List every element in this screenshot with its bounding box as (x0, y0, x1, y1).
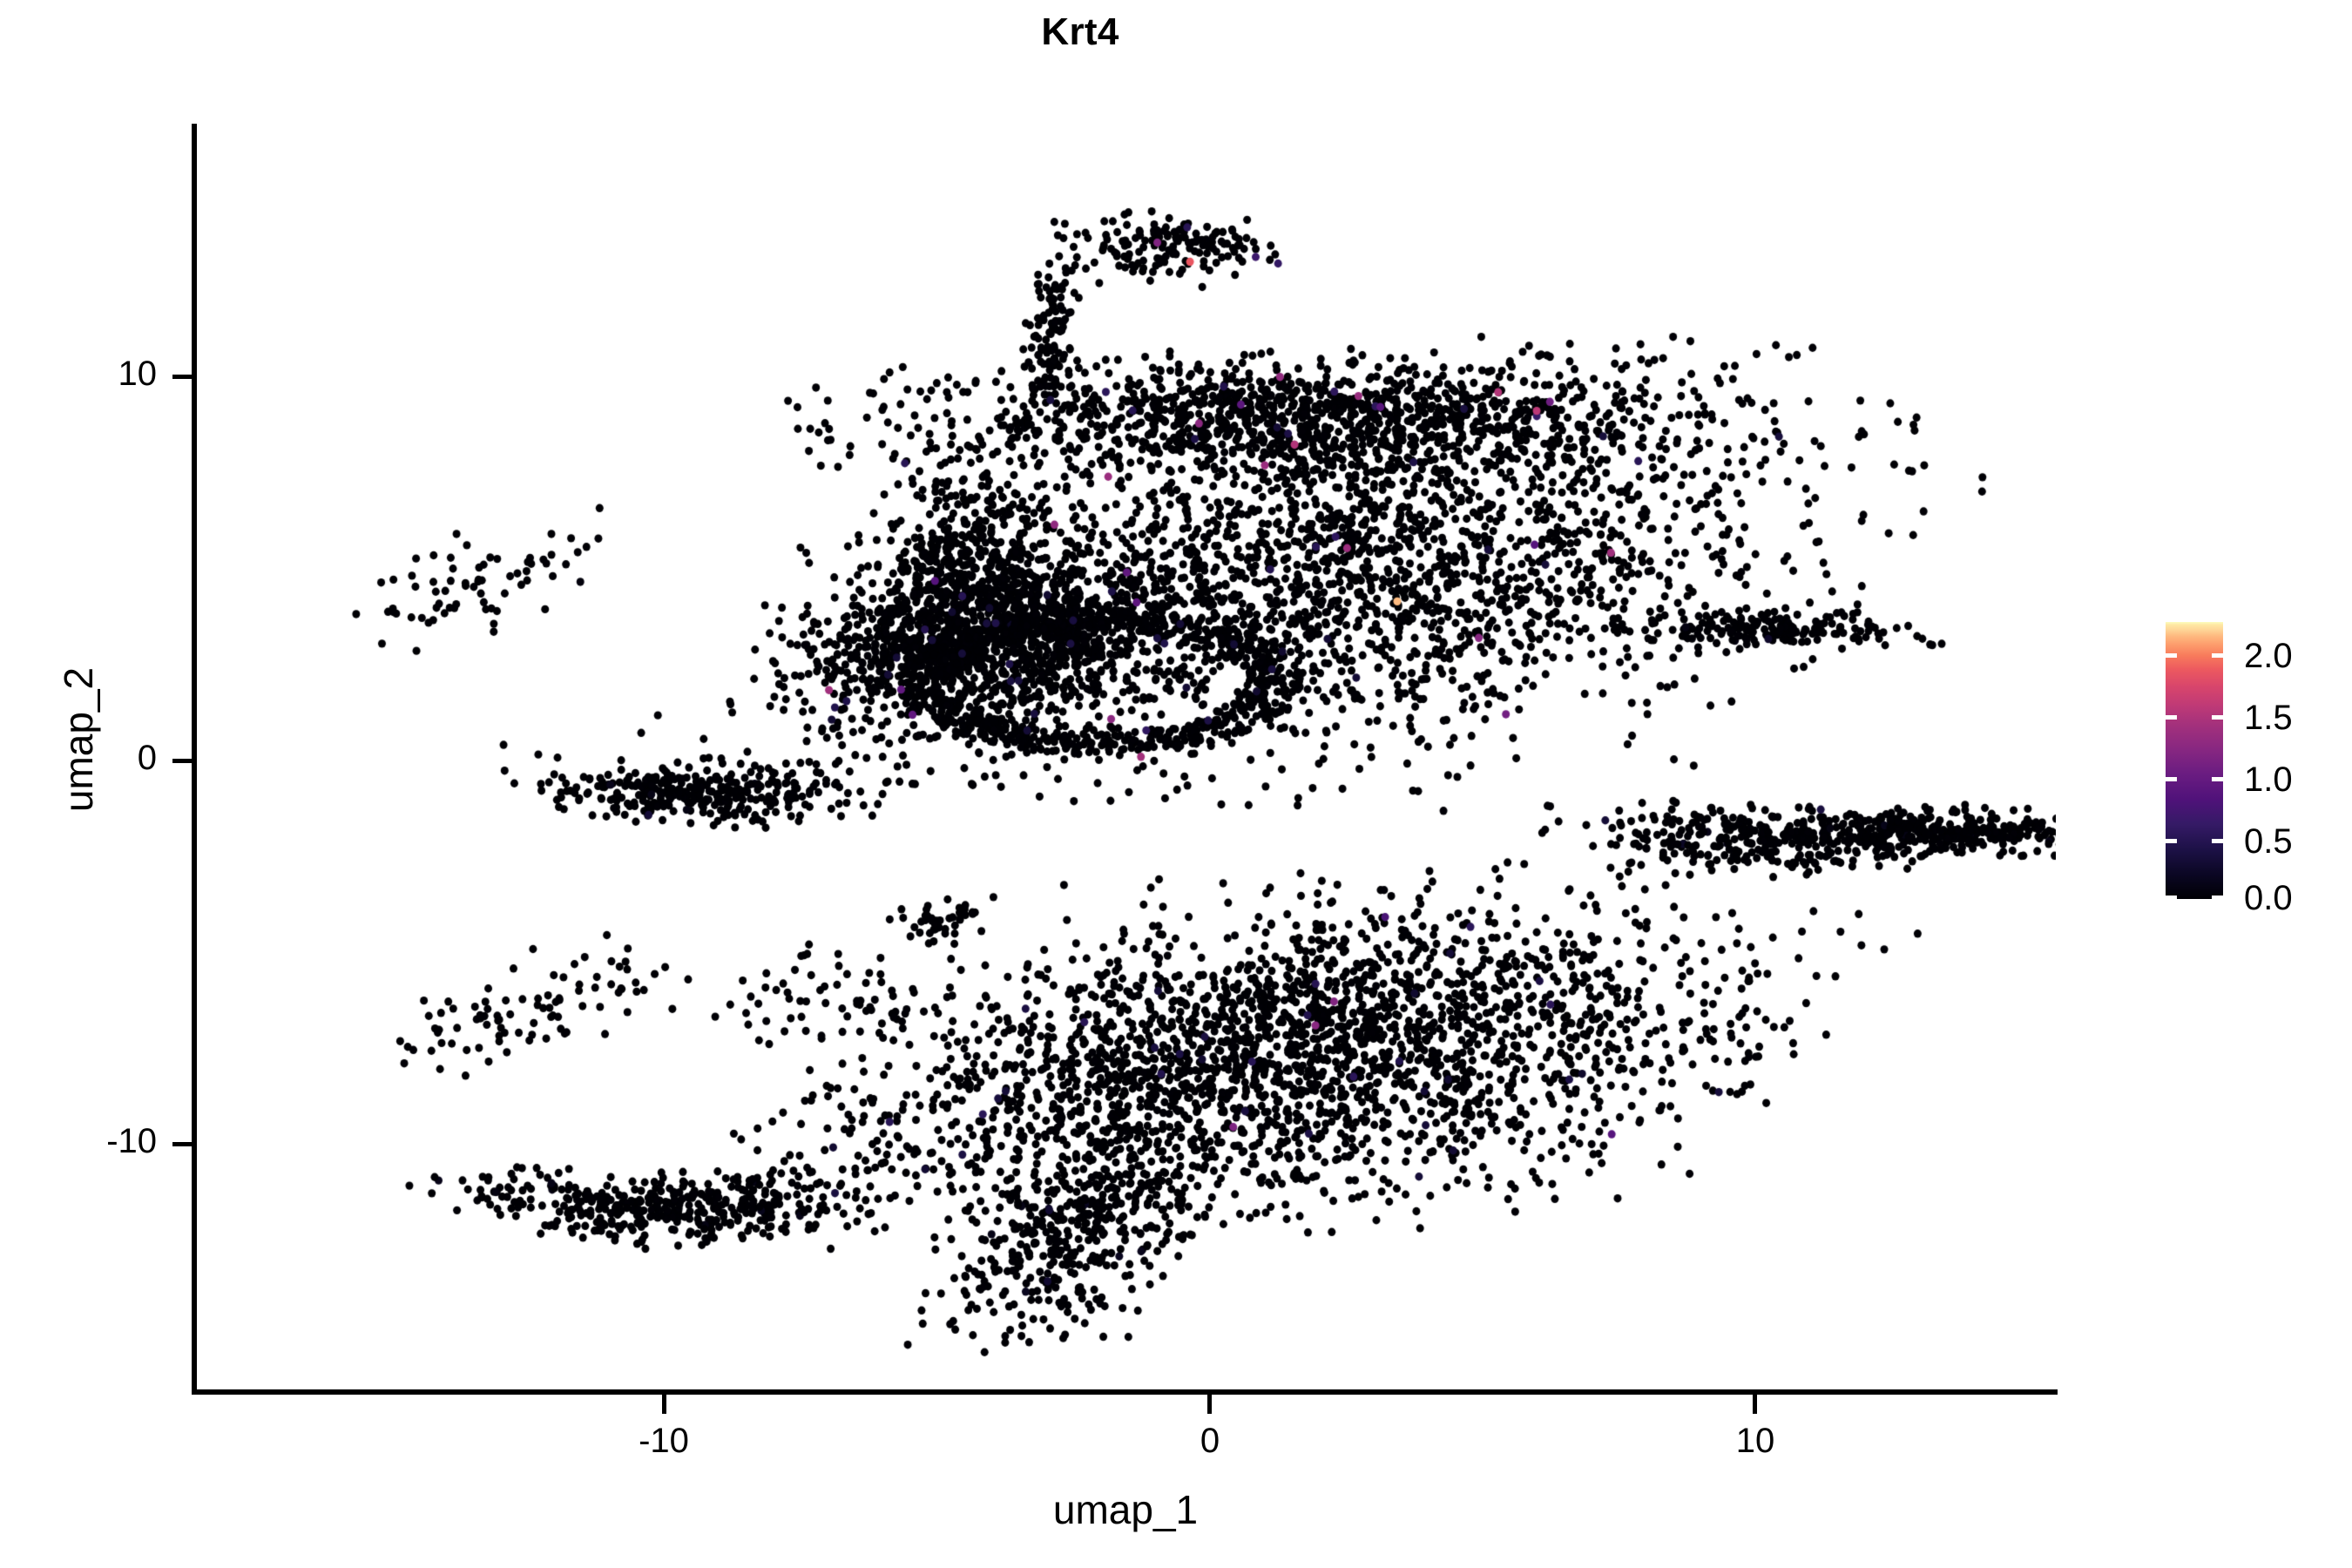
y-tick-label-0: 0 (137, 739, 157, 777)
legend-tick-1-5 (2166, 715, 2223, 720)
plot-panel (195, 124, 2056, 1392)
x-tick-label-neg10: -10 (639, 1422, 689, 1460)
y-tick-label-neg10: -10 (106, 1122, 157, 1160)
y-tick-label-10: 10 (118, 355, 158, 393)
y-tick-mark-neg10 (172, 1142, 192, 1146)
y-tick-mark-10 (172, 375, 192, 379)
x-axis-title: umap_1 (1052, 1487, 1199, 1532)
legend-tick-0-0 (2166, 896, 2223, 900)
x-axis-line (192, 1389, 2058, 1395)
x-tick-label-10: 10 (1735, 1422, 1775, 1460)
x-tick-label-0: 0 (1200, 1422, 1220, 1460)
scatter-points-layer (195, 124, 2056, 1392)
color-legend: 2.0 1.5 1.0 0.5 0.0 (2166, 622, 2340, 916)
legend-tick-2-0 (2166, 653, 2223, 658)
x-tick-mark-neg10 (662, 1395, 666, 1414)
legend-label-2-0: 2.0 (2244, 637, 2293, 675)
y-axis-title: umap_2 (56, 666, 101, 813)
legend-label-1-0: 1.0 (2244, 760, 2293, 799)
legend-label-1-5: 1.5 (2244, 699, 2293, 737)
x-tick-mark-10 (1753, 1395, 1757, 1414)
y-axis-line (192, 124, 197, 1395)
x-tick-mark-0 (1207, 1395, 1212, 1414)
legend-label-0-0: 0.0 (2244, 879, 2293, 917)
legend-tick-0-5 (2166, 839, 2223, 843)
page-title: Krt4 (1041, 10, 1119, 53)
legend-tick-1-0 (2166, 777, 2223, 781)
y-tick-mark-0 (172, 759, 192, 763)
legend-label-0-5: 0.5 (2244, 822, 2293, 861)
colorbar-gradient (2166, 622, 2223, 899)
